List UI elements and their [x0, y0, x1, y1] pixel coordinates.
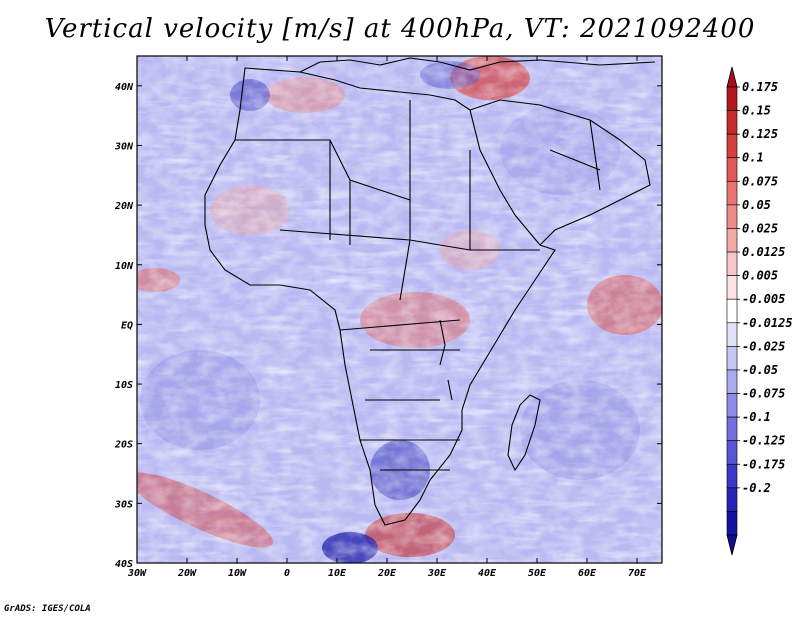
- lon-tick-label: 50E: [528, 568, 547, 579]
- colorbar-swatch: [726, 86, 738, 111]
- colorbar-label: 0.025: [742, 221, 778, 235]
- mediterranean-north: [299, 57, 656, 73]
- map-title: Vertical velocity [m/s] at 400hPa, VT: 2…: [44, 14, 756, 44]
- lon-tick-label: 30W: [127, 568, 147, 579]
- colorbar-label: -0.1: [742, 410, 771, 424]
- colorbar-label: -0.075: [742, 387, 785, 401]
- lon-tick-label: 30E: [427, 568, 447, 579]
- colorbar-swatch: [726, 416, 738, 441]
- colorbar-label: -0.2: [742, 481, 771, 495]
- colorbar-swatch: [726, 369, 738, 394]
- lat-tick-label: 40N: [115, 82, 134, 93]
- colorbar: 0.175 0.15 0.125 0.1 0.075 0.05 0.025 0.0125 0.0…: [726, 66, 793, 556]
- lat-tick-label: 10N: [115, 261, 134, 272]
- colorbar-label: -0.0125: [742, 316, 793, 330]
- colorbar-label: 0.005: [742, 269, 778, 283]
- lat-tick-label: 20S: [114, 440, 133, 451]
- colorbar-label: -0.025: [742, 339, 785, 353]
- colorbar-label: -0.125: [742, 434, 785, 448]
- colorbar-label: 0.05: [742, 198, 771, 212]
- madagascar-coastline: [507, 394, 541, 472]
- colorbar-swatch: [726, 511, 738, 536]
- lakes: [439, 319, 453, 401]
- velocity-field: [137, 56, 662, 563]
- colorbar-swatch: [726, 275, 738, 300]
- colorbar-swatch: [726, 157, 738, 182]
- plot-frame: [136, 55, 663, 564]
- colorbar-swatch: [726, 110, 738, 135]
- colorbar-swatch: [726, 463, 738, 489]
- colorbar-swatch: [726, 204, 738, 229]
- colorbar-swatch: [726, 181, 738, 206]
- lat-tick-label: 10S: [115, 380, 133, 391]
- arabia-coastline: [469, 99, 651, 246]
- colorbar-swatch: [726, 346, 738, 371]
- colorbar-label: -0.005: [742, 292, 785, 306]
- coastlines: [204, 57, 656, 526]
- credit-text: GrADS: IGES/COLA: [4, 604, 91, 614]
- lon-tick-label: 10E: [328, 568, 347, 579]
- lon-tick-label: 20E: [377, 568, 397, 579]
- lon-tick-label: 70E: [628, 568, 647, 579]
- latitude-axis: 40N 30N 20N 10N EQ 10S 20S 30S 40S: [114, 82, 662, 570]
- colorbar-label: 0.15: [742, 104, 771, 118]
- lat-tick-label: 30S: [114, 499, 133, 510]
- longitude-axis: 30W 20W 10W 0 10E 20E 30E 40E 50E 60E 70E: [127, 56, 647, 579]
- lon-tick-label: 40E: [478, 568, 497, 579]
- lat-tick-label: 20N: [114, 201, 134, 212]
- lon-tick-label: 0: [284, 568, 290, 579]
- colorbar-label: -0.175: [742, 457, 785, 471]
- lon-tick-label: 20W: [177, 568, 197, 579]
- lon-tick-label: 60E: [578, 568, 597, 579]
- colorbar-swatch: [726, 251, 738, 276]
- country-borders: [235, 100, 601, 471]
- colorbar-swatch: [726, 228, 738, 253]
- colorbar-top-arrow: [726, 66, 738, 88]
- lat-tick-label: 30N: [114, 141, 134, 152]
- colorbar-swatch: [726, 322, 738, 347]
- colorbar-label: 0.175: [742, 80, 778, 94]
- colorbar-swatch: [726, 487, 738, 512]
- colorbar-bottom-arrow: [726, 534, 738, 556]
- colorbar-swatch: [726, 440, 738, 465]
- colorbar-label: 0.075: [742, 174, 778, 188]
- colorbar-label: 0.125: [742, 127, 778, 141]
- colorbar-swatch: [726, 298, 738, 324]
- lon-tick-label: 10W: [228, 568, 247, 579]
- colorbar-label: 0.0125: [742, 245, 785, 259]
- colorbar-swatch: [726, 133, 738, 159]
- colorbar-label: -0.05: [742, 363, 778, 377]
- colorbar-swatch: [726, 393, 738, 418]
- colorbar-label: 0.1: [742, 151, 764, 165]
- lat-tick-label: 40S: [115, 559, 133, 570]
- lat-tick-label: EQ: [121, 320, 133, 331]
